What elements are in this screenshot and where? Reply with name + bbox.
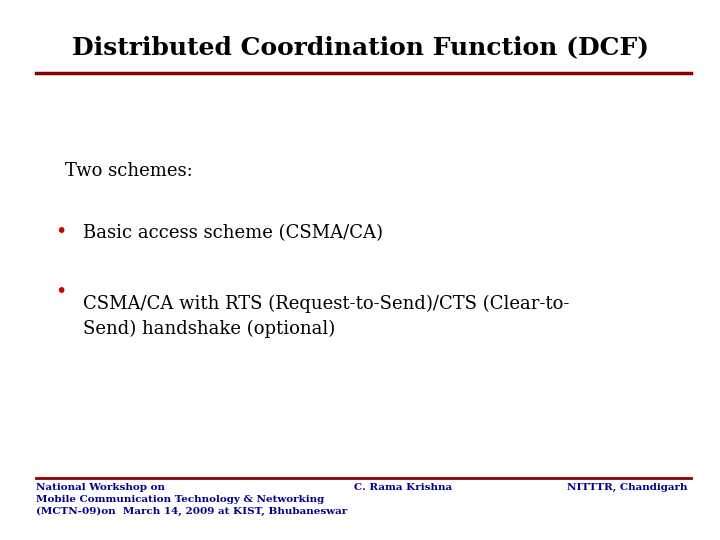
Text: •: • — [55, 222, 67, 241]
Text: National Workshop on
Mobile Communication Technology & Networking
(MCTN-09)on  M: National Workshop on Mobile Communicatio… — [36, 483, 347, 516]
Text: NITTTR, Chandigarh: NITTTR, Chandigarh — [567, 483, 688, 492]
Text: Distributed Coordination Function (DCF): Distributed Coordination Function (DCF) — [71, 35, 649, 59]
Text: •: • — [55, 282, 67, 301]
Text: Basic access scheme (CSMA/CA): Basic access scheme (CSMA/CA) — [83, 224, 383, 242]
Text: CSMA/CA with RTS (Request-to-Send)/CTS (Clear-to-
Send) handshake (optional): CSMA/CA with RTS (Request-to-Send)/CTS (… — [83, 294, 570, 338]
Text: C. Rama Krishna: C. Rama Krishna — [354, 483, 452, 492]
Text: Two schemes:: Two schemes: — [65, 162, 192, 180]
